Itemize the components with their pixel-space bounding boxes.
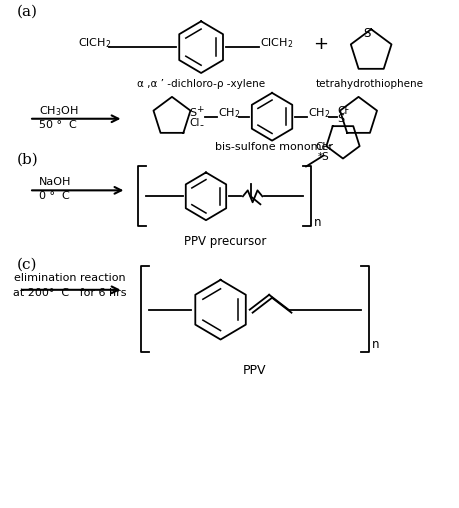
Text: CH$_2$: CH$_2$ (308, 106, 330, 120)
Text: at 200°  C   for 6 hrs: at 200° C for 6 hrs (13, 288, 126, 298)
Text: CH$_2$: CH$_2$ (217, 106, 240, 120)
Text: bis-sulfone monomer: bis-sulfone monomer (214, 142, 332, 151)
Text: NaOH: NaOH (39, 177, 71, 187)
Text: +: + (313, 35, 327, 53)
Text: 0 °  C: 0 ° C (39, 192, 69, 201)
Text: *S: *S (317, 151, 329, 162)
Text: ClCH$_2$: ClCH$_2$ (260, 36, 293, 50)
Text: 50 °  C: 50 ° C (39, 120, 77, 130)
Text: -: - (344, 104, 348, 114)
Text: n: n (371, 338, 379, 351)
Text: -: - (327, 140, 331, 149)
Text: (b): (b) (17, 152, 38, 167)
Text: elimination reaction: elimination reaction (14, 273, 125, 283)
Text: Cl: Cl (189, 118, 199, 128)
Text: n: n (313, 216, 321, 229)
Text: S: S (336, 114, 343, 124)
Text: Cl: Cl (336, 106, 347, 116)
Text: S: S (189, 108, 196, 118)
Text: PPV: PPV (242, 364, 266, 377)
Text: CH$_3$OH: CH$_3$OH (39, 104, 78, 118)
Text: ClCH$_2$: ClCH$_2$ (78, 36, 111, 50)
Text: +: + (196, 105, 203, 114)
Text: PPV precursor: PPV precursor (184, 235, 266, 248)
Text: S: S (363, 27, 370, 40)
Text: -: - (199, 120, 203, 130)
Text: (c): (c) (17, 258, 37, 272)
Text: (a): (a) (17, 5, 38, 18)
Text: Cl: Cl (315, 142, 325, 151)
Text: α ,α ’ -dichloro-ρ -xylene: α ,α ’ -dichloro-ρ -xylene (137, 79, 264, 89)
Text: tetrahydrothiophene: tetrahydrothiophene (314, 79, 422, 89)
